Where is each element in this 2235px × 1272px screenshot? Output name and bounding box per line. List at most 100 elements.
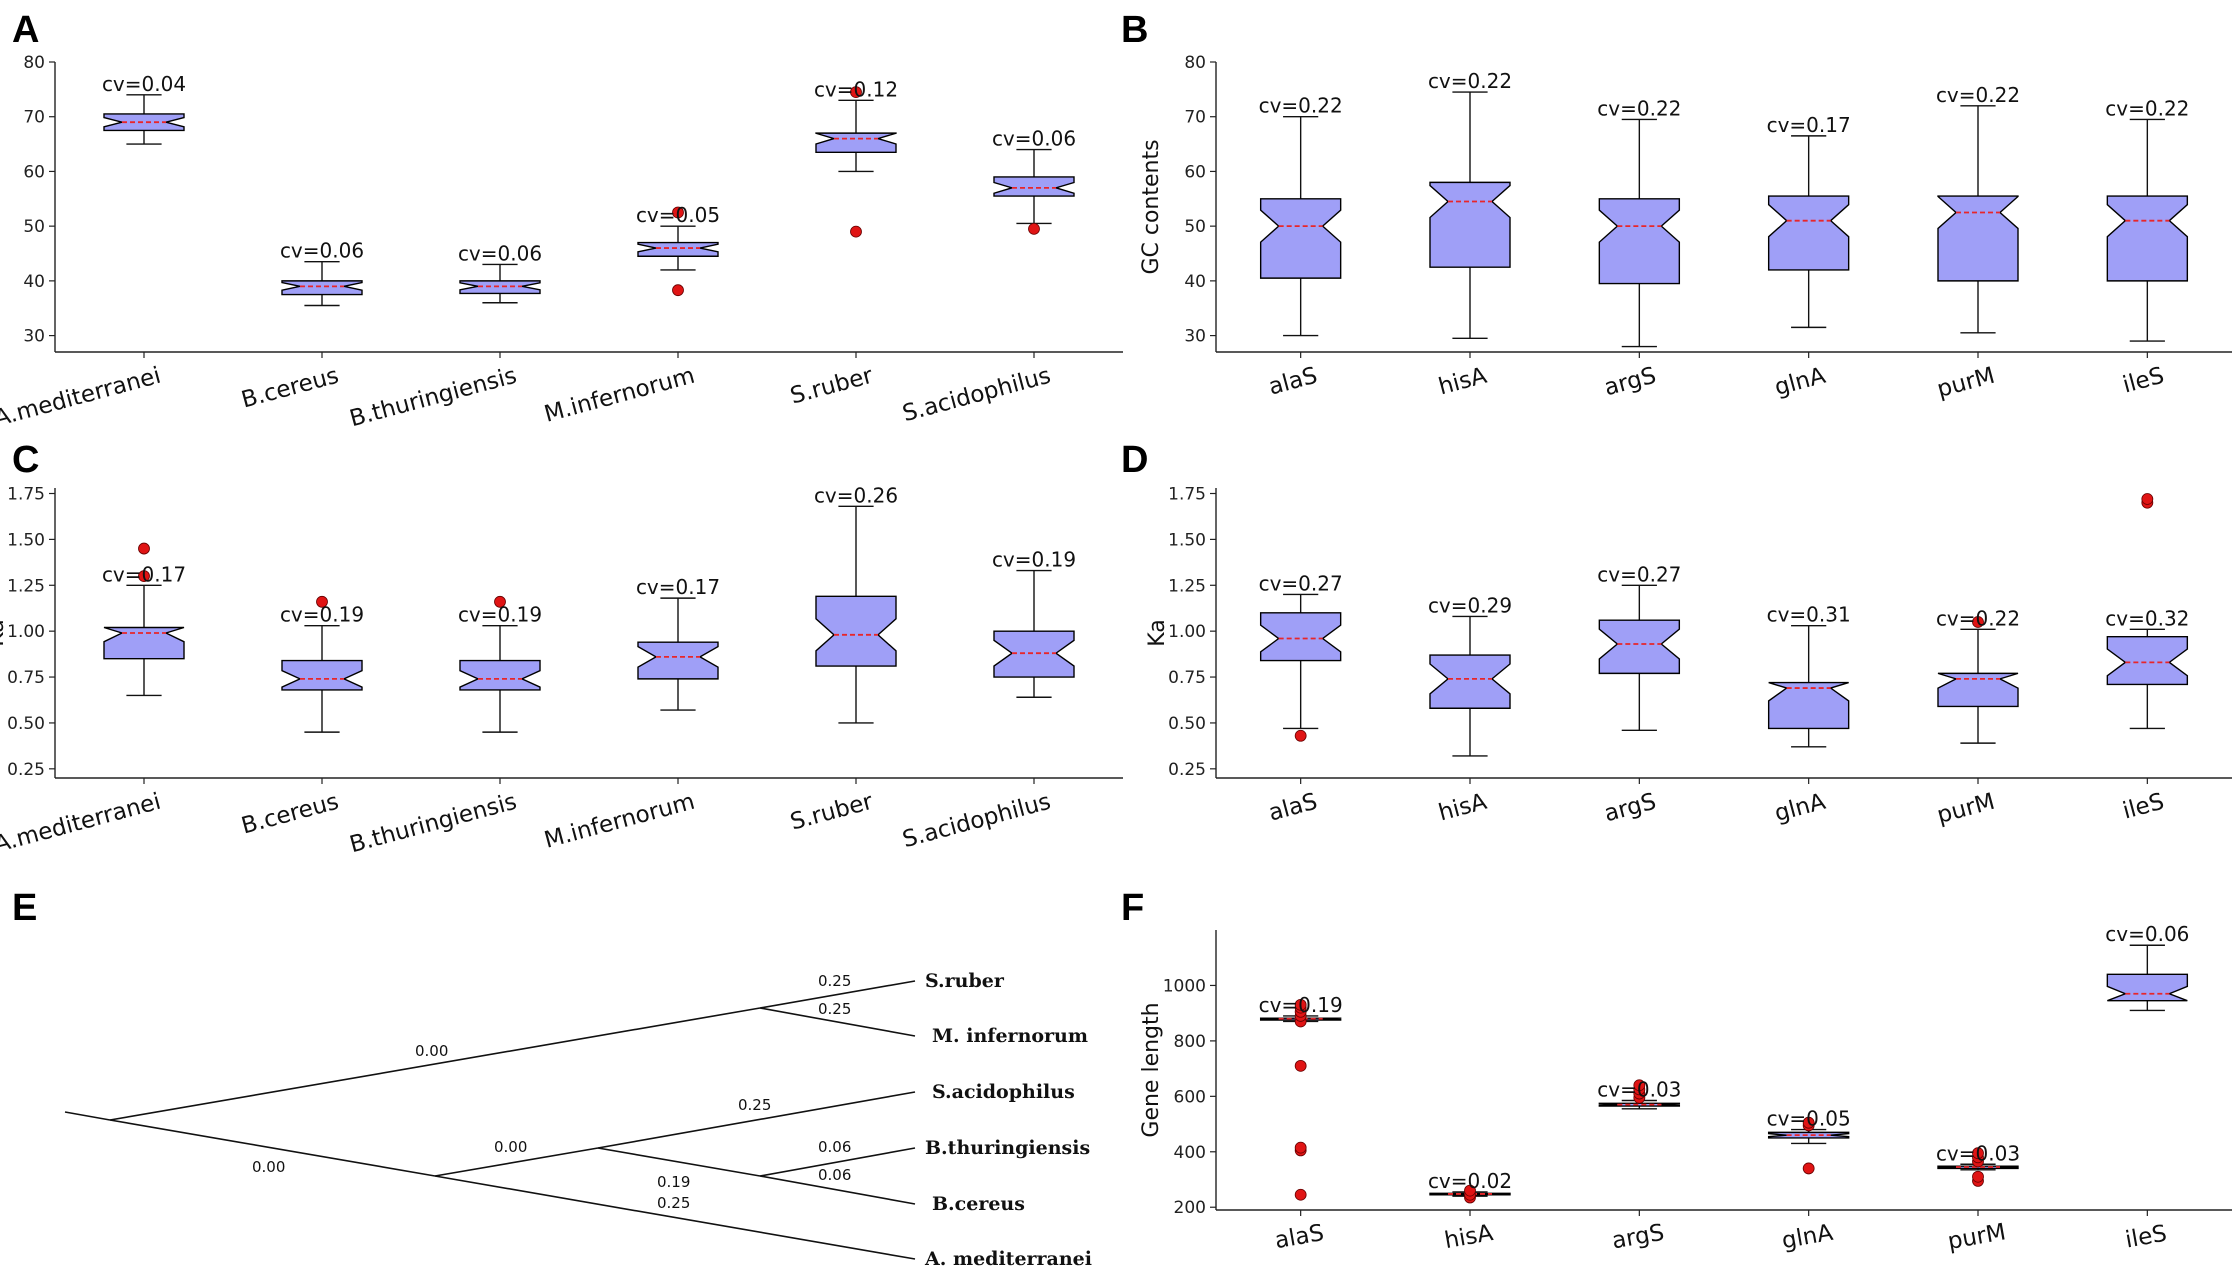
y-tick-label: 30	[23, 327, 45, 347]
outlier-point	[850, 225, 862, 238]
panel-label-d: D	[1121, 439, 1148, 481]
box	[815, 595, 897, 667]
gc-content-by-species-chart: 30 40 50 60 70 80 GC contents A.mediterranei B.c…	[0, 53, 1123, 432]
branch-length-label: 0.25	[657, 1194, 690, 1212]
x-tick-label: ileS	[2120, 789, 2167, 825]
box	[1598, 198, 1681, 285]
outlier-point	[1802, 1116, 1815, 1129]
cv-label: cv=0.27	[1597, 562, 1681, 586]
box	[1937, 672, 2019, 708]
y-tick-label: 60	[23, 162, 45, 182]
box	[1767, 681, 1850, 730]
branch-length-label: 0.00	[494, 1138, 527, 1156]
cv-label: cv=0.22	[1259, 94, 1343, 118]
cv-label: cv=0.04	[102, 72, 186, 96]
tree-branch	[434, 1147, 599, 1177]
outlier-point	[1972, 1170, 1984, 1183]
box	[2106, 635, 2189, 686]
box	[1429, 654, 1511, 709]
cv-label: cv=0.17	[102, 562, 186, 586]
taxon-label: M. infernorum	[932, 1025, 1088, 1047]
y-tick-label: 50	[23, 217, 45, 237]
tree-branch	[759, 980, 916, 1009]
taxon-label: B.cereus	[932, 1193, 1025, 1215]
outlier-point	[850, 86, 862, 98]
y-tick-label: 400	[1174, 1143, 1206, 1163]
x-tick-label: S.acidophilus	[900, 363, 1054, 428]
tree-branch	[597, 1147, 761, 1177]
branch-length-label: 0.19	[657, 1173, 690, 1191]
cv-label: cv=0.22	[1936, 606, 2020, 630]
cv-label: cv=0.06	[992, 127, 1076, 151]
outlier-point	[316, 595, 328, 608]
cv-label: cv=0.05	[1767, 1107, 1851, 1131]
cv-label: cv=0.29	[1428, 593, 1512, 617]
outlier-point	[138, 570, 150, 583]
x-tick-label: alaS	[1273, 1220, 1326, 1254]
y-tick-label: 1000	[1163, 976, 1206, 996]
branch-length-label: 0.25	[818, 972, 851, 990]
y-tick-label: 70	[23, 108, 45, 128]
box	[1598, 619, 1681, 675]
x-tick-label: ileS	[2120, 363, 2167, 399]
outlier-point	[672, 284, 684, 297]
cv-label: cv=0.19	[458, 603, 542, 627]
y-tick-label: 40	[1184, 272, 1206, 292]
box	[815, 132, 897, 153]
cv-label: cv=0.19	[992, 548, 1076, 572]
branch-length-label: 0.06	[818, 1138, 851, 1156]
outlier-point	[1028, 222, 1040, 235]
outlier-point	[2141, 493, 2154, 505]
x-tick-label: B.thuringiensis	[347, 363, 520, 433]
cv-label: cv=0.19	[280, 603, 364, 627]
ka-by-gene-chart: 0.25 0.50 0.75 1.00 1.25 1.50 1.75 Ka alaS hisA ar…	[1145, 485, 2232, 829]
cv-label: cv=0.26	[814, 483, 898, 507]
cv-label: cv=0.03	[1597, 1077, 1681, 1101]
y-tick-label: 1.50	[1168, 530, 1206, 550]
y-tick-label: 0.50	[1168, 714, 1206, 734]
branch-length-label: 0.00	[415, 1042, 448, 1060]
cv-label: cv=0.03	[1936, 1141, 2020, 1165]
panel-label-a: A	[12, 9, 39, 51]
cv-label: cv=0.19	[1259, 993, 1343, 1017]
box	[1937, 195, 2019, 282]
y-tick-label: 0.75	[1168, 668, 1206, 688]
cv-label: cv=0.22	[1428, 69, 1512, 93]
cv-label: cv=0.02	[1428, 1169, 1512, 1193]
y-tick-label: 1.00	[7, 622, 45, 642]
cv-label: cv=0.22	[1597, 96, 1681, 120]
y-axis-label: GC contents	[0, 139, 3, 274]
cv-label: cv=0.32	[2105, 606, 2189, 630]
tree-taxon-labels: S.ruber M. infernorum S.acidophilus B.th…	[924, 970, 1092, 1270]
x-tick-label: hisA	[1436, 789, 1490, 827]
tree-branch	[759, 1007, 916, 1037]
box	[1259, 198, 1342, 279]
y-axis-label: GC contents	[1139, 139, 1164, 274]
box	[281, 280, 363, 296]
x-tick-label: M.infernorum	[542, 363, 698, 428]
outlier-point	[1802, 1162, 1815, 1175]
y-tick-label: 1.00	[1168, 622, 1206, 642]
outlier-point	[1633, 1079, 1646, 1092]
outlier-point	[1972, 1147, 1984, 1160]
box	[2106, 973, 2189, 1002]
x-tick-label: S.ruber	[788, 363, 877, 410]
box	[459, 280, 541, 295]
tree-branch	[759, 1147, 916, 1177]
x-tick-label: A.mediterranei	[0, 363, 164, 432]
box	[637, 241, 719, 257]
y-tick-label: 1.75	[7, 485, 45, 505]
y-tick-label: 0.25	[1168, 760, 1206, 780]
tree-branch-length-labels: 0.00 0.00 0.25 0.25 0.25 0.00 0.06 0.06 …	[252, 972, 851, 1212]
taxon-label: B.thuringiensis	[925, 1137, 1090, 1159]
outlier-point	[1972, 616, 1984, 628]
y-tick-label: 80	[1184, 53, 1206, 73]
gc-content-by-gene-chart: 30 40 50 60 70 80 GC contents alaS hisA argS glnA p…	[1139, 53, 2232, 403]
y-axis-label: Ka	[0, 619, 9, 647]
outlier-point	[1294, 1188, 1307, 1201]
x-tick-label: alaS	[1266, 363, 1320, 401]
y-tick-label: 1.25	[7, 576, 45, 596]
x-tick-label: hisA	[1436, 363, 1490, 401]
x-tick-label: argS	[1602, 363, 1659, 402]
